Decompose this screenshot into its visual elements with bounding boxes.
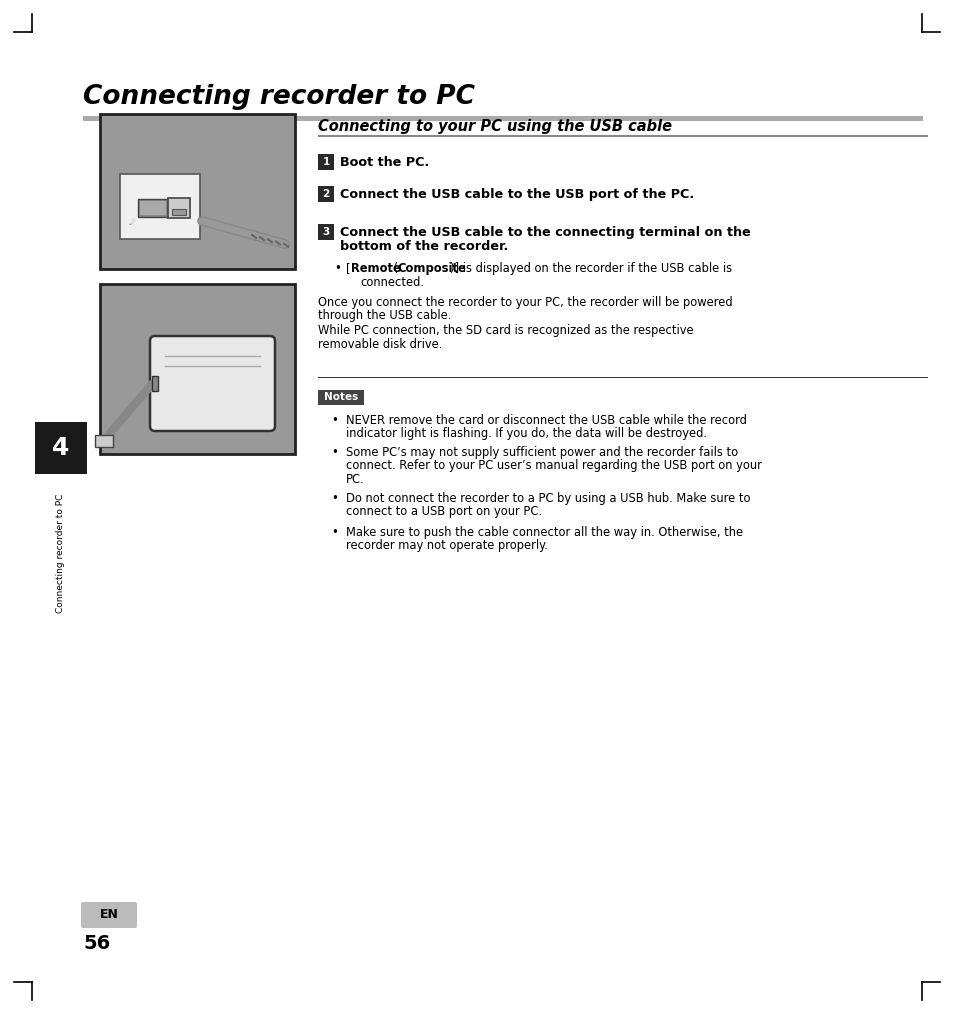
Text: connect. Refer to your PC user’s manual regarding the USB port on your: connect. Refer to your PC user’s manual …	[346, 459, 761, 473]
Text: PC.: PC.	[346, 473, 364, 486]
FancyBboxPatch shape	[150, 336, 274, 431]
Text: •: •	[331, 492, 337, 505]
Bar	[317, 186, 334, 202]
Text: Make sure to push the cable connector all the way in. Otherwise, the: Make sure to push the cable connector al…	[346, 526, 742, 539]
Text: Connect the USB cable to the USB port of the PC.: Connect the USB cable to the USB port of…	[339, 188, 694, 201]
Text: •: •	[334, 262, 340, 275]
Text: removable disk drive.: removable disk drive.	[317, 338, 442, 351]
Text: NEVER remove the card or disconnect the USB cable while the record: NEVER remove the card or disconnect the …	[346, 414, 746, 427]
Text: 56: 56	[83, 934, 111, 953]
Text: Composite: Composite	[396, 262, 465, 275]
Bar	[317, 224, 334, 240]
Text: Remote: Remote	[351, 262, 401, 275]
Bar	[83, 116, 923, 121]
Text: bottom of the recorder.: bottom of the recorder.	[339, 239, 508, 252]
Text: 2: 2	[322, 189, 330, 199]
Text: Connecting to your PC using the USB cable: Connecting to your PC using the USB cabl…	[317, 119, 671, 134]
Text: While PC connection, the SD card is recognized as the respective: While PC connection, the SD card is reco…	[317, 324, 693, 337]
Bar	[100, 284, 294, 454]
Text: [: [	[346, 262, 350, 275]
Text: Connect the USB cable to the connecting terminal on the: Connect the USB cable to the connecting …	[339, 226, 750, 239]
Text: ☄: ☄	[128, 218, 135, 227]
Bar	[317, 135, 927, 137]
FancyBboxPatch shape	[81, 902, 137, 928]
Bar	[140, 201, 166, 215]
Text: •: •	[331, 414, 337, 427]
Bar	[120, 174, 200, 239]
Text: •: •	[331, 446, 337, 459]
Text: 1: 1	[322, 157, 330, 167]
Text: Once you connect the recorder to your PC, the recorder will be powered: Once you connect the recorder to your PC…	[317, 296, 732, 309]
Text: indicator light is flashing. If you do, the data will be destroyed.: indicator light is flashing. If you do, …	[346, 428, 706, 440]
Bar	[138, 199, 168, 217]
Text: through the USB cable.: through the USB cable.	[317, 309, 451, 322]
Bar	[168, 198, 190, 218]
Text: Boot the PC.: Boot the PC.	[339, 156, 429, 169]
Text: Notes: Notes	[323, 392, 357, 403]
Text: Connecting recorder to PC: Connecting recorder to PC	[56, 494, 66, 613]
Text: Connecting recorder to PC: Connecting recorder to PC	[83, 84, 475, 110]
Text: Do not connect the recorder to a PC by using a USB hub. Make sure to: Do not connect the recorder to a PC by u…	[346, 492, 750, 505]
Bar	[172, 209, 186, 215]
Text: 3: 3	[322, 227, 330, 237]
Text: 4: 4	[52, 436, 70, 460]
Text: •: •	[331, 526, 337, 539]
Text: connected.: connected.	[359, 276, 423, 289]
Bar	[317, 154, 334, 170]
Bar	[317, 390, 364, 405]
Text: EN: EN	[99, 909, 118, 922]
Bar	[100, 114, 294, 269]
Bar	[95, 435, 112, 447]
Text: )] is displayed on the recorder if the USB cable is: )] is displayed on the recorder if the U…	[450, 262, 731, 275]
Bar	[35, 422, 87, 474]
Text: recorder may not operate properly.: recorder may not operate properly.	[346, 539, 547, 553]
Text: connect to a USB port on your PC.: connect to a USB port on your PC.	[346, 506, 541, 518]
Text: Some PC’s may not supply sufficient power and the recorder fails to: Some PC’s may not supply sufficient powe…	[346, 446, 738, 459]
Text: (: (	[390, 262, 397, 275]
Bar	[152, 376, 158, 391]
